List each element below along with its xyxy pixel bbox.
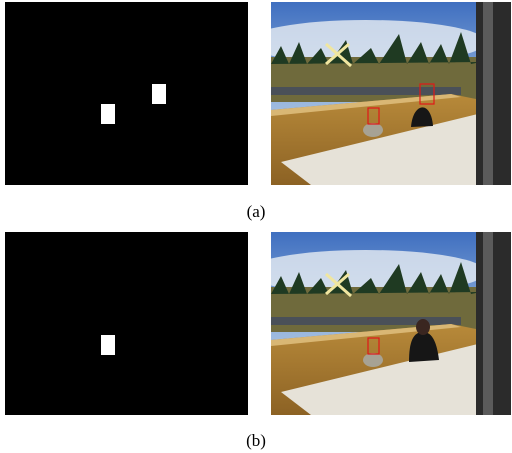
- detection-box-a2: [419, 83, 435, 105]
- caption-b: (b): [246, 431, 266, 450]
- mask-blob-b1: [101, 335, 115, 355]
- detection-box-a1: [367, 107, 380, 125]
- caption-a: (a): [246, 202, 266, 221]
- camera-frame-a: [271, 2, 511, 185]
- mask-blob-a2: [101, 104, 115, 124]
- mask-image-a: [5, 2, 248, 185]
- camera-frame-b: [271, 232, 511, 415]
- mask-blob-a1: [152, 84, 166, 104]
- mask-image-b: [5, 232, 248, 415]
- detection-box-b1: [367, 337, 380, 355]
